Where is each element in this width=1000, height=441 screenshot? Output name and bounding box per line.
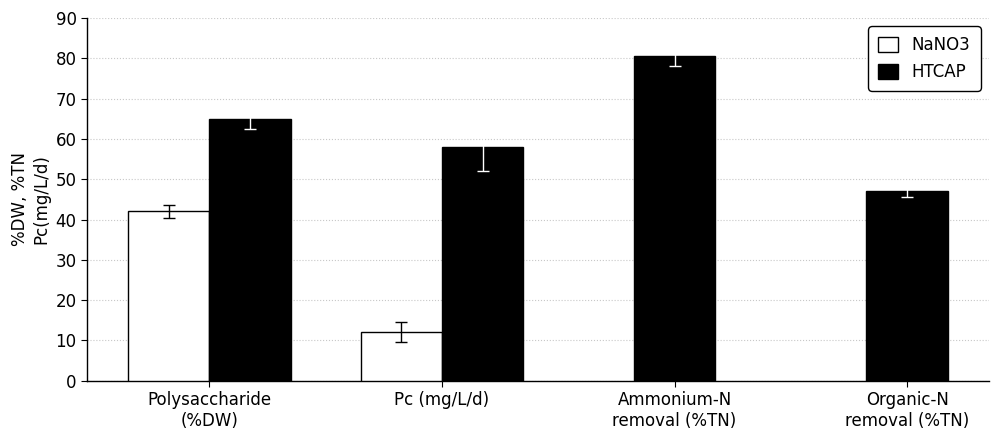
Bar (634, 56, 715, 381)
Bar (866, 191, 948, 381)
Bar (128, 212, 209, 381)
Bar (361, 333, 442, 381)
Legend: NaNO3, HTCAP: NaNO3, HTCAP (868, 26, 981, 91)
Bar (442, 147, 523, 381)
Bar (209, 119, 291, 381)
Y-axis label: %DW, %TN
Pc(mg/L/d): %DW, %TN Pc(mg/L/d) (11, 153, 50, 247)
